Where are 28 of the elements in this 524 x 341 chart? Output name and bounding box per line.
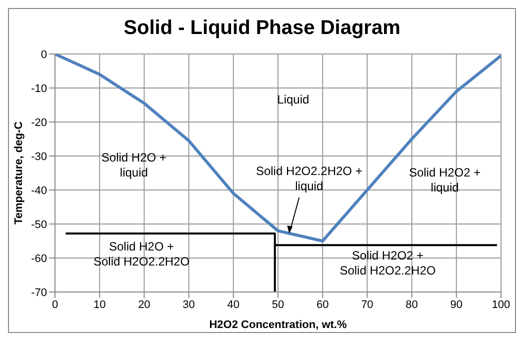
y-tick-label: -30 [31,150,47,163]
y-tick-label: -40 [31,184,47,197]
x-axis-title: H2O2 Concentration, wt.% [209,319,347,331]
chart-title: Solid - Liquid Phase Diagram [122,17,402,40]
y-axis-title: Temperature, deg-C [13,121,25,225]
annotation: Liquid [277,92,310,107]
y-tick-label: -70 [31,286,47,299]
x-tick-label: 40 [227,298,240,311]
y-tick-label: 0 [40,48,47,61]
annotation: Solid H2O2 + Solid H2O2.2H2O [340,248,436,278]
x-tick-label: 10 [93,298,106,311]
x-tick-label: 90 [450,298,463,311]
x-tick-label: 100 [492,298,510,311]
x-tick-label: 70 [361,298,374,311]
y-tick-label: -10 [31,82,47,95]
annotation: Solid H2O2 + liquid [408,165,481,194]
annotation: Solid H2O + Solid H2O2.2H2O [94,239,190,268]
y-tick-label: -50 [31,218,47,231]
annotation: Solid H2O2.2H2O + liquid [256,164,362,194]
y-tick-label: -20 [31,116,47,129]
y-tick-label: -60 [31,252,47,265]
x-tick-label: 60 [316,298,329,311]
annotation: Solid H2O + liquid [101,150,166,180]
x-tick-label: 50 [272,298,284,311]
x-tick-label: 30 [182,298,195,311]
x-tick-label: 20 [138,298,150,311]
x-tick-label: 0 [52,298,58,311]
x-tick-label: 80 [406,298,418,311]
